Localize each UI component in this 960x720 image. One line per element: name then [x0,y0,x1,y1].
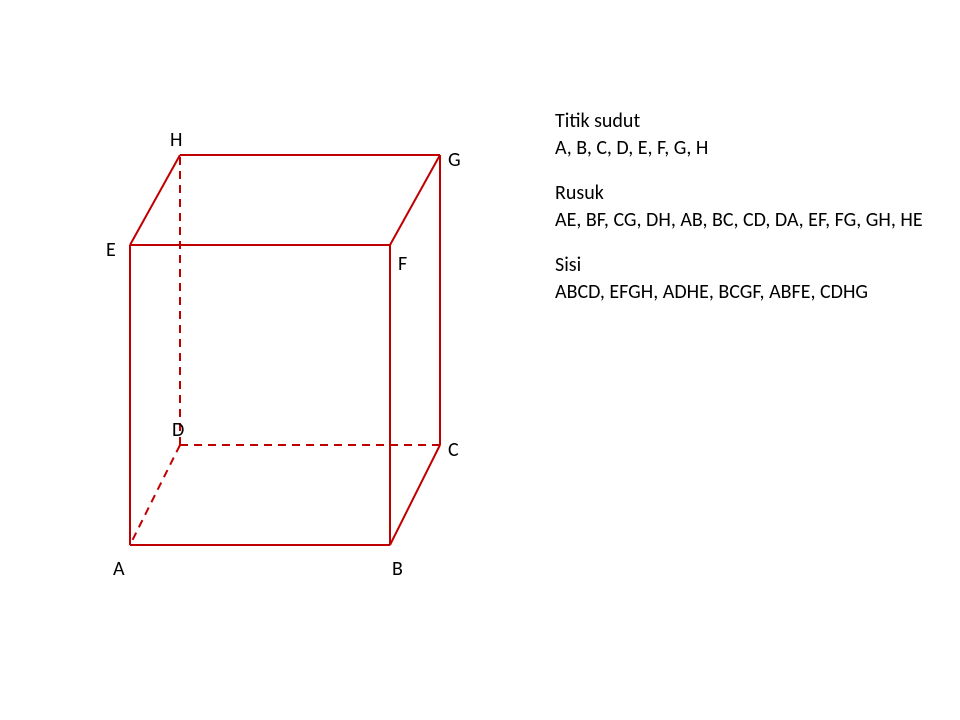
vertex-label-B: B [392,557,403,581]
vertex-label-C: C [448,438,459,462]
edge-FG [390,155,440,245]
titik-sudut-heading: Titik sudut [555,108,925,135]
page-container: A B C D E F G H Titik sudut A, B, C, D, … [0,0,960,720]
vertex-label-H: H [170,128,182,152]
edge-HE [130,155,180,245]
edge-BC [390,445,440,545]
vertex-label-F: F [398,252,407,276]
description-text: Titik sudut A, B, C, D, E, F, G, H Rusuk… [555,108,925,324]
sisi-heading: Sisi [555,252,925,279]
rusuk-content: AE, BF, CG, DH, AB, BC, CD, DA, EF, FG, … [555,207,925,234]
vertex-label-D: D [172,418,184,442]
rusuk-heading: Rusuk [555,180,925,207]
vertex-label-A: A [113,557,125,581]
edge-DA [130,445,180,545]
vertex-label-G: G [448,148,461,172]
vertex-label-E: E [106,238,116,262]
titik-sudut-content: A, B, C, D, E, F, G, H [555,135,925,162]
sisi-content: ABCD, EFGH, ADHE, BCGF, ABFE, CDHG [555,279,925,306]
